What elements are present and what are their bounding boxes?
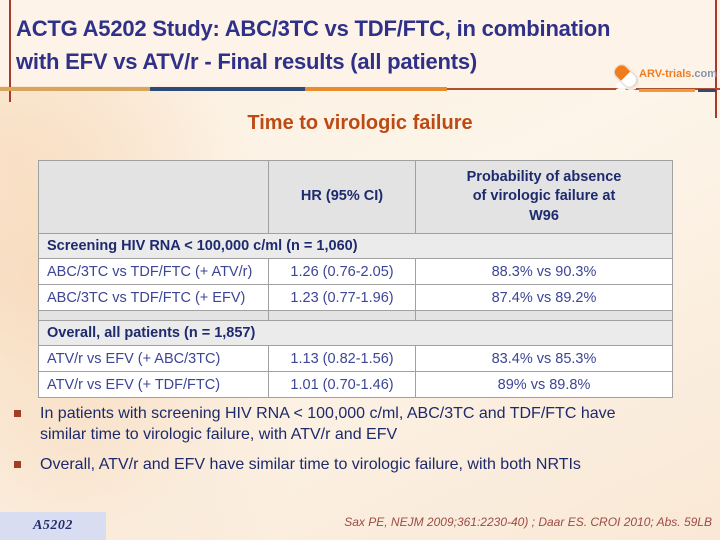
pill-spill-decoration: [616, 82, 630, 89]
header-band: [0, 0, 720, 86]
left-accent-line: [9, 0, 11, 102]
divider-segment-brown: [447, 87, 720, 90]
row-probability: 87.4% vs 89.2%: [415, 284, 673, 311]
table-row: ABC/3TC vs TDF/FTC (+ EFV) 1.23 (0.77-1.…: [38, 284, 673, 311]
section-row-screening: Screening HIV RNA < 100,000 c/ml (n = 1,…: [38, 233, 673, 259]
row-comparison: ATV/r vs EFV (+ TDF/FTC): [38, 371, 269, 398]
table-header-row: HR (95% CI) Probability of absence of vi…: [38, 160, 673, 234]
row-probability: 89% vs 89.8%: [415, 371, 673, 398]
row-comparison: ABC/3TC vs TDF/FTC (+ ATV/r): [38, 258, 269, 285]
row-probability: 88.3% vs 90.3%: [415, 258, 673, 285]
results-table: HR (95% CI) Probability of absence of vi…: [38, 160, 673, 398]
logo-brand: ARV-trials: [639, 68, 692, 80]
bullet-square-icon: [14, 410, 21, 417]
bullet-item: Overall, ATV/r and EFV have similar time…: [12, 454, 710, 475]
row-comparison: ABC/3TC vs TDF/FTC (+ EFV): [38, 284, 269, 311]
slide-title: ACTG A5202 Study: ABC/3TC vs TDF/FTC, in…: [16, 12, 610, 78]
summary-bullets: In patients with screening HIV RNA < 100…: [12, 403, 710, 484]
spacer-row: [38, 310, 673, 321]
header-divider: [0, 85, 720, 92]
study-badge: A5202: [0, 512, 106, 540]
section-label: Screening HIV RNA < 100,000 c/ml (n = 1,…: [38, 233, 673, 259]
bullet-square-icon: [14, 461, 21, 468]
column-header-hr: HR (95% CI): [268, 160, 416, 234]
table-row: ATV/r vs EFV (+ TDF/FTC) 1.01 (0.70-1.46…: [38, 371, 673, 398]
arv-trials-logo: ARV-trials.com: [611, 60, 717, 92]
divider-segment-tan: [0, 86, 150, 91]
logo-underline-tip: [698, 89, 716, 92]
logo-suffix: .com: [691, 68, 718, 80]
table-row: ABC/3TC vs TDF/FTC (+ ATV/r) 1.26 (0.76-…: [38, 258, 673, 285]
row-hr: 1.26 (0.76-2.05): [268, 258, 416, 285]
row-probability: 83.4% vs 85.3%: [415, 345, 673, 372]
row-hr: 1.01 (0.70-1.46): [268, 371, 416, 398]
column-header-probability: Probability of absence of virologic fail…: [415, 160, 673, 234]
divider-segment-orange: [305, 86, 447, 91]
logo-underline: [639, 89, 695, 92]
title-line-1: ACTG A5202 Study: ABC/3TC vs TDF/FTC, in…: [16, 16, 611, 41]
bullet-item: In patients with screening HIV RNA < 100…: [12, 403, 710, 445]
logo-text: ARV-trials.com: [639, 68, 717, 80]
bullet-text: Overall, ATV/r and EFV have similar time…: [40, 456, 581, 473]
right-accent-line: [715, 0, 717, 118]
row-hr: 1.13 (0.82-1.56): [268, 345, 416, 372]
bullet-text: In patients with screening HIV RNA < 100…: [40, 405, 616, 443]
divider-segment-navy: [150, 86, 305, 91]
section-row-overall: Overall, all patients (n = 1,857): [38, 320, 673, 346]
citation: Sax PE, NEJM 2009;361:2230-40) ; Daar ES…: [344, 515, 712, 529]
section-label: Overall, all patients (n = 1,857): [38, 320, 673, 346]
column-header-empty: [38, 160, 269, 234]
table-row: ATV/r vs EFV (+ ABC/3TC) 1.13 (0.82-1.56…: [38, 345, 673, 372]
row-hr: 1.23 (0.77-1.96): [268, 284, 416, 311]
row-comparison: ATV/r vs EFV (+ ABC/3TC): [38, 345, 269, 372]
section-heading: Time to virologic failure: [247, 112, 473, 134]
title-line-2: with EFV vs ATV/r - Final results (all p…: [16, 49, 478, 74]
